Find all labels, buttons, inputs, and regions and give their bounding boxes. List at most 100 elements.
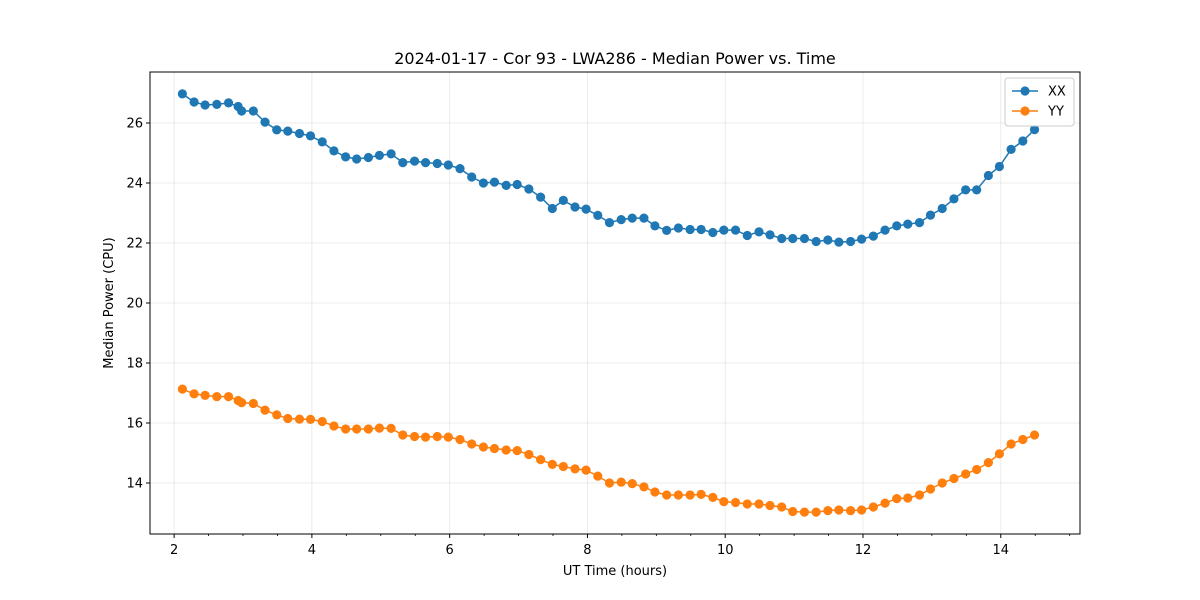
- data-point-xx: [983, 170, 993, 181]
- data-point-xx: [558, 195, 568, 205]
- data-point-xx: [1018, 136, 1028, 146]
- data-point-yy: [536, 455, 546, 465]
- data-point-xx: [1029, 125, 1040, 135]
- y-tick-label: 20: [126, 297, 143, 312]
- data-point-xx: [627, 213, 637, 223]
- grid: [150, 72, 1080, 534]
- x-axis-label: UT Time (hours): [563, 564, 667, 579]
- data-point-xx: [616, 215, 626, 225]
- data-point-xx: [398, 158, 408, 168]
- x-tick-label: 14: [993, 543, 1010, 558]
- data-point-yy: [237, 398, 247, 408]
- data-point-xx: [272, 125, 282, 135]
- data-point-yy: [223, 392, 234, 402]
- data-point-yy: [248, 398, 258, 409]
- data-point-yy: [283, 413, 293, 424]
- data-point-xx: [1006, 144, 1016, 154]
- data-point-xx: [604, 218, 615, 228]
- data-point-yy: [627, 479, 637, 489]
- data-point-yy: [501, 445, 511, 455]
- data-point-xx: [892, 221, 902, 231]
- data-point-yy: [799, 507, 810, 517]
- data-point-xx: [478, 178, 489, 188]
- data-point-yy: [420, 432, 431, 442]
- data-point-xx: [662, 225, 672, 235]
- data-point-xx: [237, 106, 247, 116]
- data-point-xx: [880, 225, 890, 235]
- data-point-yy: [972, 464, 982, 475]
- data-point-xx: [639, 213, 649, 223]
- data-point-yy: [443, 432, 453, 442]
- x-tick-label: 2: [170, 543, 178, 558]
- legend-label-xx: XX: [1048, 85, 1066, 100]
- x-axis: 2 4 6 8 10 12 14: [170, 534, 1071, 558]
- chart-title: 2024-01-17 - Cor 93 - LWA286 - Median Po…: [394, 49, 836, 68]
- data-point-yy: [317, 416, 327, 427]
- data-point-yy: [650, 487, 660, 497]
- data-point-xx: [352, 154, 362, 164]
- legend-marker-yy: [1020, 106, 1030, 116]
- data-point-yy: [777, 502, 787, 512]
- y-axis-label: Median Power (CPU): [102, 237, 117, 368]
- data-point-xx: [777, 233, 787, 244]
- y-axis: 14 16 18 20 22 24 26: [126, 117, 150, 492]
- data-point-xx: [857, 234, 867, 244]
- y-tick-label: 14: [126, 477, 143, 492]
- data-point-yy: [294, 414, 305, 424]
- data-point-xx: [386, 149, 396, 159]
- data-point-xx: [501, 180, 511, 190]
- data-point-yy: [593, 471, 603, 481]
- series-layer: [177, 89, 1040, 517]
- data-point-yy: [329, 421, 339, 431]
- data-point-xx: [823, 235, 833, 245]
- data-point-xx: [455, 164, 465, 174]
- data-point-xx: [742, 230, 752, 241]
- data-point-xx: [811, 236, 821, 247]
- data-point-xx: [363, 152, 373, 163]
- data-point-xx: [374, 150, 384, 160]
- data-point-xx: [294, 128, 305, 139]
- data-point-yy: [558, 461, 568, 472]
- data-point-xx: [409, 156, 420, 166]
- data-point-yy: [914, 490, 925, 500]
- data-point-xx: [341, 152, 351, 162]
- data-point-yy: [398, 430, 408, 440]
- data-point-yy: [868, 502, 878, 512]
- series-line-xx: [181, 93, 1036, 243]
- data-point-yy: [363, 424, 373, 434]
- data-point-xx: [420, 158, 431, 168]
- data-point-xx: [799, 233, 810, 244]
- data-point-xx: [834, 237, 844, 247]
- data-point-xx: [260, 117, 270, 127]
- series-line-yy: [182, 388, 1035, 513]
- data-point-yy: [937, 478, 947, 488]
- data-point-yy: [857, 505, 867, 515]
- data-point-xx: [329, 146, 339, 156]
- data-point-yy: [662, 490, 672, 500]
- data-point-xx: [685, 224, 695, 235]
- x-tick-label: 8: [583, 543, 591, 558]
- data-point-xx: [593, 210, 603, 220]
- data-point-yy: [478, 442, 489, 452]
- data-point-yy: [547, 459, 557, 469]
- data-point-xx: [719, 225, 729, 235]
- x-tick-label: 4: [308, 543, 316, 558]
- data-point-xx: [937, 203, 947, 214]
- data-point-yy: [581, 465, 591, 475]
- data-point-xx: [903, 219, 913, 229]
- y-tick-label: 16: [126, 417, 143, 432]
- data-point-yy: [961, 469, 971, 479]
- data-point-yy: [200, 390, 210, 400]
- x-tick-label: 6: [446, 543, 454, 558]
- data-point-xx: [177, 89, 187, 99]
- legend-label-yy: YY: [1047, 105, 1064, 120]
- data-point-yy: [341, 424, 351, 434]
- data-point-yy: [892, 494, 902, 504]
- data-point-yy: [386, 423, 396, 433]
- data-point-yy: [432, 431, 442, 442]
- data-point-yy: [352, 424, 362, 434]
- data-point-xx: [846, 236, 856, 247]
- y-tick-label: 22: [126, 237, 143, 252]
- data-point-yy: [730, 497, 741, 508]
